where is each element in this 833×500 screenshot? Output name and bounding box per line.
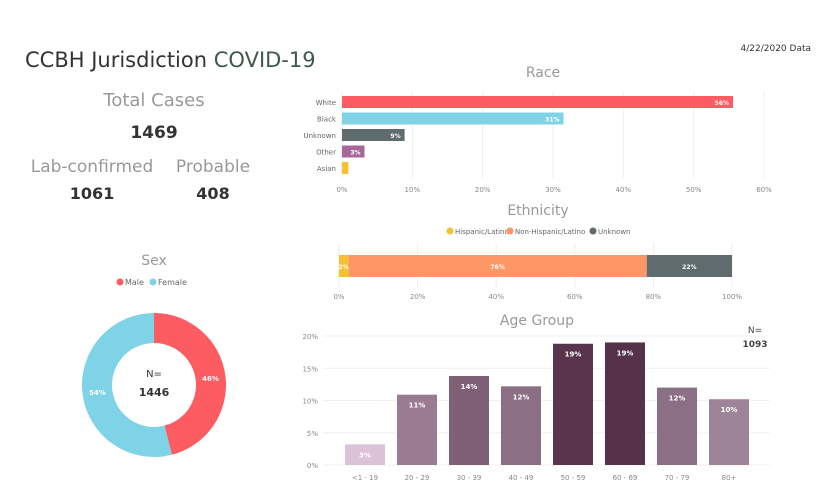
age-bar	[345, 444, 385, 465]
age-data-label: 19%	[617, 349, 634, 357]
race-x-tick: 10%	[405, 186, 421, 194]
sex-legend-label: Male	[125, 278, 144, 287]
probable-label: Probable	[175, 157, 251, 177]
age-x-tick: 60 - 69	[613, 474, 638, 482]
sex-data-label: 54%	[89, 389, 106, 397]
race-title: Race	[526, 65, 560, 81]
donut-center-value: 1446	[139, 386, 170, 399]
data-date: 4/22/2020 Data	[740, 44, 812, 54]
title-accent: COVID-19	[213, 48, 316, 72]
sex-title: Sex	[141, 253, 167, 269]
lab-confirmed-value: 1061	[69, 184, 115, 203]
age-x-tick: 20 - 29	[405, 474, 430, 482]
age-y-tick: 20%	[302, 333, 318, 341]
lab-confirmed-label: Lab-confirmed	[30, 157, 154, 177]
race-x-tick: 30%	[545, 186, 561, 194]
race-x-tick: 0%	[336, 186, 347, 194]
sex-legend-marker	[116, 278, 124, 286]
age-x-tick: 70 - 79	[665, 474, 690, 482]
ethnicity-data-label: 22%	[682, 264, 696, 271]
age-x-tick: 50 - 59	[561, 474, 586, 482]
age-bar	[449, 375, 489, 465]
race-x-tick: 20%	[475, 186, 491, 194]
sex-data-label: 46%	[202, 375, 219, 383]
age-data-label: 11%	[409, 402, 426, 410]
age-data-label: 10%	[721, 406, 738, 414]
ethnicity-segment-1	[348, 255, 647, 277]
race-category-label: Asian	[317, 165, 336, 173]
age-x-tick: 80+	[722, 474, 737, 482]
ethnicity-data-label: 2%	[339, 264, 349, 271]
race-bar-black	[342, 112, 564, 125]
sex-slice-male	[154, 313, 226, 455]
ethnicity-legend-marker	[589, 227, 597, 235]
age-data-label: 12%	[669, 395, 686, 403]
race-bar-white	[342, 96, 734, 108]
ethnicity-title: Ethnicity	[507, 203, 568, 219]
dashboard-title: CCBH Jurisdiction COVID-19	[25, 48, 316, 72]
age-y-tick: 0%	[307, 462, 318, 470]
sex-legend-label: Female	[158, 278, 187, 287]
race-category-label: Unknown	[304, 132, 337, 140]
age-x-tick: 30 - 39	[457, 474, 482, 482]
sex-legend-marker	[149, 278, 157, 286]
race-category-label: Black	[317, 116, 337, 124]
age-data-label: 19%	[565, 351, 582, 359]
ethnicity-segment-2	[646, 255, 732, 277]
race-x-tick: 60%	[756, 186, 772, 194]
total-cases-value: 1469	[130, 123, 178, 143]
age-data-label: 12%	[513, 393, 530, 401]
age-bar	[397, 394, 437, 465]
age-bar	[605, 342, 645, 465]
ethnicity-legend-marker	[446, 227, 454, 235]
race-x-tick: 50%	[686, 186, 702, 194]
probable-value: 408	[196, 184, 230, 203]
ethnicity-x-tick: 40%	[488, 293, 504, 301]
race-bar-asian	[342, 162, 349, 174]
race-category-label: Other	[316, 149, 336, 157]
age-n-label: N=	[748, 326, 762, 336]
ethnicity-x-tick: 60%	[567, 293, 583, 301]
ethnicity-legend-label: Unknown	[598, 228, 631, 236]
race-data-label: 9%	[390, 133, 400, 140]
race-bar-unknown	[342, 129, 405, 141]
age-n-value: 1093	[742, 340, 767, 350]
age-data-label: 3%	[359, 451, 371, 459]
ethnicity-x-tick: 20%	[410, 293, 426, 301]
age-x-tick: <1 - 19	[352, 474, 378, 482]
ethnicity-legend-marker	[506, 227, 514, 235]
ethnicity-x-tick: 100%	[722, 293, 742, 301]
age-y-tick: 5%	[307, 430, 318, 438]
ethnicity-x-tick: 80%	[646, 293, 662, 301]
race-data-label: 31%	[545, 117, 559, 124]
age-data-label: 14%	[461, 383, 478, 391]
title-text: CCBH Jurisdiction	[25, 48, 208, 72]
race-data-label: 56%	[715, 100, 729, 107]
ethnicity-x-tick: 0%	[333, 293, 344, 301]
ethnicity-data-label: 76%	[490, 264, 504, 271]
donut-center-label: N=	[146, 369, 162, 380]
sex-slice-female	[81, 313, 172, 457]
race-x-tick: 40%	[616, 186, 632, 194]
race-bar-other	[342, 145, 365, 158]
age-bar	[657, 387, 697, 465]
race-category-label: White	[316, 99, 336, 107]
ethnicity-legend-label: Hispanic/Latino	[455, 228, 509, 236]
total-cases-label: Total Cases	[103, 90, 205, 111]
age-x-tick: 40 - 49	[509, 474, 534, 482]
age-y-tick: 15%	[302, 365, 318, 373]
age-bar	[553, 343, 593, 465]
ethnicity-segment-0	[339, 255, 349, 277]
ethnicity-legend-label: Non-Hispanic/Latino	[515, 228, 585, 236]
age-bar	[501, 386, 541, 465]
age-title: Age Group	[500, 313, 574, 329]
race-data-label: 3%	[350, 150, 360, 157]
age-y-tick: 10%	[302, 398, 318, 406]
age-bar	[709, 399, 749, 465]
